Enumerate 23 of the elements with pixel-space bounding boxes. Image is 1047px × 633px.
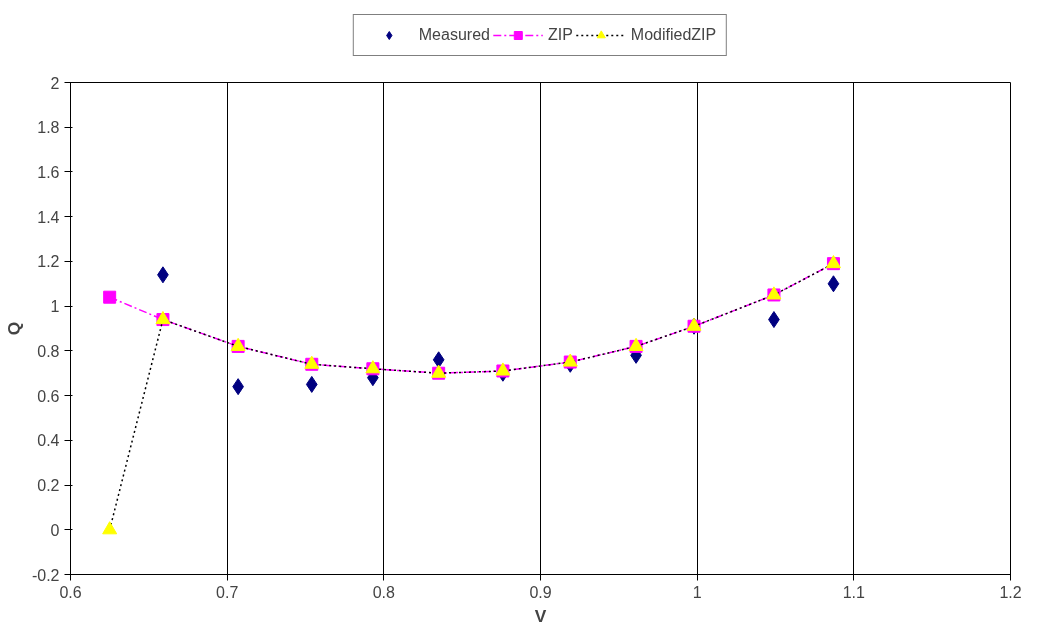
y-tick-label: 1.6 xyxy=(37,163,60,181)
y-tick-label: 0.4 xyxy=(37,432,60,450)
x-tick-label: 1 xyxy=(692,583,702,601)
y-tick-label: -0.2 xyxy=(31,566,60,584)
y-tick-label: 1.2 xyxy=(37,253,60,271)
x-tick-label: 0.7 xyxy=(216,583,239,601)
x-tick-label: 0.8 xyxy=(372,583,396,601)
x-axis-title: V xyxy=(534,605,547,626)
y-tick-label: 0.6 xyxy=(37,387,60,405)
y-tick-label: 0.2 xyxy=(37,477,60,495)
y-tick-label: 2 xyxy=(50,74,60,92)
y-tick-label: 0.8 xyxy=(37,342,60,360)
x-tick-label: 1.2 xyxy=(999,583,1022,601)
y-tick-label: 1.8 xyxy=(37,119,60,137)
legend-label: ModifiedZIP xyxy=(630,26,717,44)
x-tick-label: 1.1 xyxy=(842,583,866,601)
legend-label: ZIP xyxy=(547,26,573,44)
x-tick-label: 0.9 xyxy=(529,583,552,601)
y-tick-label: 1.4 xyxy=(37,208,60,226)
legend-label: Measured xyxy=(418,26,490,44)
y-tick-label: 1 xyxy=(50,298,60,316)
y-tick-label: 0 xyxy=(50,521,60,539)
y-axis-title: Q xyxy=(3,321,24,336)
